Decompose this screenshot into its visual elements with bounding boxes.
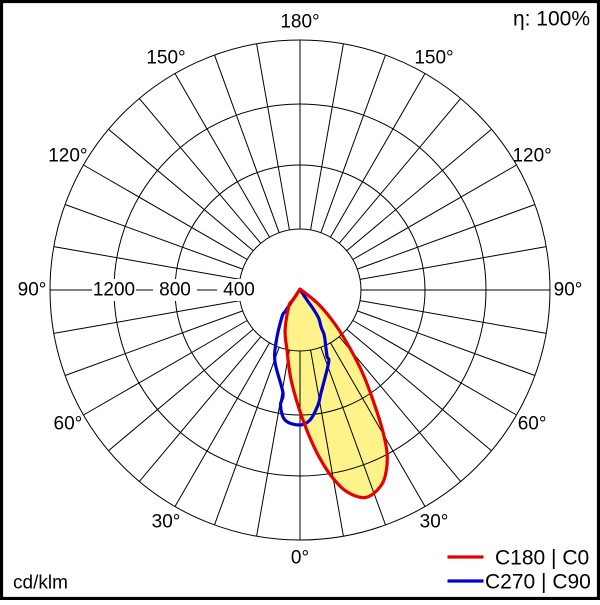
svg-text:30°: 30° [152,512,181,533]
svg-text:150°: 150° [146,47,185,68]
svg-text:60°: 60° [518,414,547,435]
svg-text:C270 | C90: C270 | C90 [485,571,591,594]
svg-text:0°: 0° [291,548,309,569]
svg-text:60°: 60° [54,414,83,435]
svg-text:1200: 1200 [93,280,135,301]
svg-text:400: 400 [223,280,255,301]
svg-text:120°: 120° [512,146,551,167]
svg-text:30°: 30° [420,512,449,533]
svg-text:η: 100%: η: 100% [513,8,590,31]
svg-text:180°: 180° [280,12,319,33]
svg-text:cd/klm: cd/klm [13,573,68,594]
svg-text:120°: 120° [48,146,87,167]
svg-text:150°: 150° [414,47,453,68]
svg-text:C180 | C0: C180 | C0 [495,547,589,570]
svg-text:90°: 90° [554,280,583,301]
svg-text:800: 800 [159,280,191,301]
svg-text:90°: 90° [18,280,47,301]
